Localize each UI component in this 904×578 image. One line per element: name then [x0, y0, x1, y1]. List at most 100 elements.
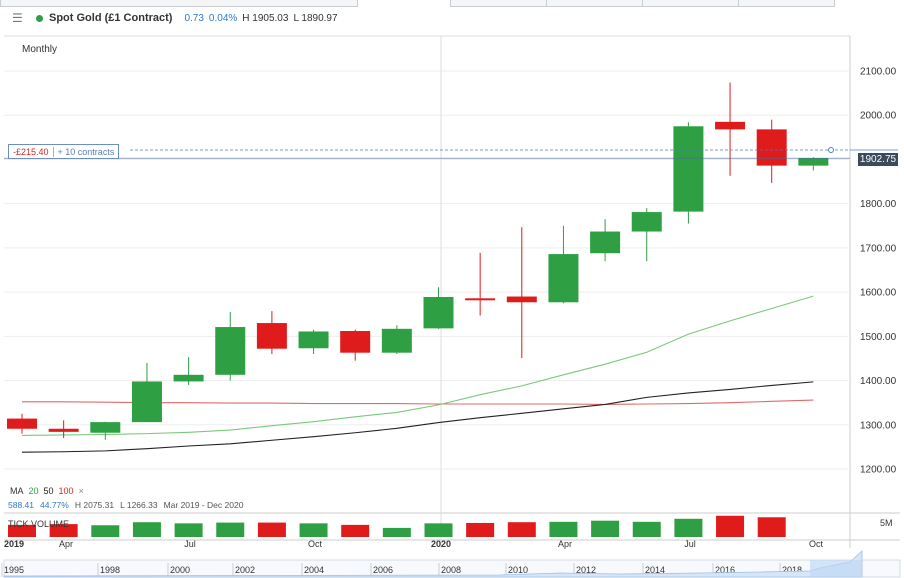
y-tick-label: 2000.00 — [860, 111, 897, 122]
navigator-year-label: 2010 — [508, 565, 528, 575]
navigator-year-label: 2002 — [235, 565, 255, 575]
candle-body — [173, 374, 204, 382]
top-tab-5[interactable] — [738, 0, 835, 7]
position-handle-icon — [828, 147, 834, 153]
navigator-year-label: 1998 — [100, 565, 120, 575]
candle-body — [48, 428, 79, 432]
menu-icon[interactable]: ☰ — [12, 11, 23, 25]
stat-high: H 2075.31 — [74, 500, 115, 510]
x-tick-label: 2019 — [4, 539, 24, 549]
volume-bar — [91, 525, 120, 537]
price-change: 0.73 — [184, 12, 204, 24]
x-tick-label: Jul — [184, 539, 196, 549]
volume-label: TICK VOLUME — [8, 519, 70, 529]
volume-bar — [674, 518, 703, 537]
volume-bar — [507, 522, 536, 537]
volume-bar — [174, 523, 203, 537]
navigator-range-selector — [810, 560, 862, 577]
candle-body — [756, 129, 787, 166]
position-pl: -£215.40 — [9, 146, 54, 157]
y-tick-label: 1800.00 — [860, 199, 897, 210]
position-contracts: + 10 contracts — [57, 146, 115, 157]
current-price-tag: 1902.75 — [858, 153, 898, 166]
candle-body — [590, 231, 621, 254]
candle-body — [465, 298, 496, 301]
session-high: H 1905.03 — [242, 12, 289, 24]
ma20-period[interactable]: 20 — [28, 486, 39, 496]
timeframe-label[interactable]: Monthly — [22, 44, 58, 55]
chart-header: ☰ Spot Gold (£1 Contract) 0.73 0.04% H 1… — [0, 6, 904, 30]
candle-body — [631, 212, 662, 232]
ma100-period[interactable]: 100 — [58, 486, 74, 496]
volume-bar — [632, 521, 661, 537]
volume-bar — [132, 522, 161, 537]
stat-a: 588.41 — [8, 500, 34, 510]
stat-range: Mar 2019 - Dec 2020 — [163, 500, 244, 510]
candle-body — [256, 323, 287, 349]
volume-bar — [49, 524, 78, 537]
volume-bar — [216, 522, 245, 537]
stat-low: L 1266.33 — [120, 500, 158, 510]
candle-body — [506, 296, 537, 303]
navigator-year-label: 2012 — [576, 565, 596, 575]
volume-bar — [466, 522, 495, 537]
candle-body — [715, 121, 746, 130]
ma50-period[interactable]: 50 — [43, 486, 54, 496]
navigator-year-label: 2004 — [304, 565, 324, 575]
top-tab-1[interactable] — [0, 0, 358, 7]
navigator-year-label: 2006 — [373, 565, 393, 575]
candle-body — [548, 254, 579, 303]
navigator-year-label: 1995 — [4, 565, 24, 575]
volume-bar — [8, 524, 36, 537]
price-change-pct: 0.04% — [208, 12, 238, 24]
volume-bar — [757, 517, 786, 537]
candle-body — [215, 327, 246, 375]
position-box[interactable]: -£215.40 + 10 contracts — [8, 144, 120, 159]
candle-body — [423, 296, 454, 329]
candle-body — [131, 381, 162, 423]
y-tick-label: 2100.00 — [860, 67, 897, 78]
candle-body — [298, 331, 329, 349]
y-tick-label: 1200.00 — [860, 465, 897, 476]
volume-bar — [382, 527, 411, 537]
ma-legend: MA 20 50 100 × — [10, 486, 84, 496]
y-tick-label: 1300.00 — [860, 420, 897, 431]
y-tick-label: 1700.00 — [860, 243, 897, 254]
navigator-year-label: 2014 — [645, 565, 665, 575]
volume-bar — [257, 522, 286, 537]
ma-label: MA — [10, 486, 24, 496]
volume-bar — [549, 521, 578, 537]
status-dot-icon — [36, 14, 43, 22]
close-icon[interactable]: × — [78, 486, 84, 496]
navigator-year-label: 2000 — [170, 565, 190, 575]
x-tick-label: Apr — [59, 539, 73, 549]
x-tick-label: Oct — [809, 539, 824, 549]
candle-body — [90, 422, 121, 433]
volume-bar — [299, 523, 328, 537]
candle-body — [7, 418, 37, 429]
navigator-year-label: 2018 — [782, 565, 802, 575]
stat-b: 44.77% — [40, 500, 69, 510]
y-tick-label: 1400.00 — [860, 376, 897, 387]
stats-line: 588.41 44.77% H 2075.31 L 1266.33 Mar 20… — [8, 500, 243, 510]
navigator-year-label: 2016 — [715, 565, 735, 575]
volume-bar — [591, 520, 620, 537]
candle-body — [340, 331, 371, 353]
x-tick-label: Jul — [684, 539, 696, 549]
ma20-line — [21, 295, 814, 436]
volume-bar — [341, 524, 370, 537]
navigator-year-label: 2008 — [441, 565, 461, 575]
volume-bar — [716, 515, 745, 537]
candle-body — [673, 126, 704, 212]
session-low: L 1890.97 — [293, 12, 338, 24]
y-tick-label: 1500.00 — [860, 332, 897, 343]
ma50-line — [21, 381, 814, 453]
x-tick-label: Oct — [308, 539, 323, 549]
y-tick-label: 1600.00 — [860, 288, 897, 299]
x-tick-label: 2020 — [431, 539, 451, 549]
instrument-name[interactable]: Spot Gold (£1 Contract) — [49, 12, 173, 24]
candle-body — [381, 328, 412, 353]
volume-bar — [424, 523, 453, 537]
